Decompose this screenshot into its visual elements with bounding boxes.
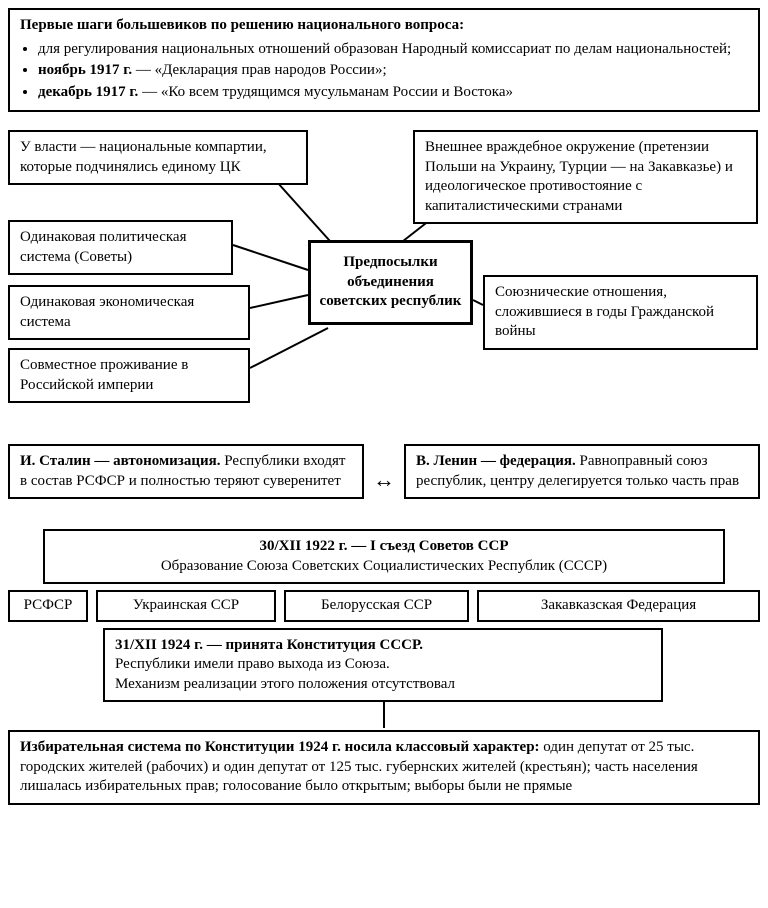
spider-box-external: Внешнее враждебное окружение (претензии … — [413, 130, 758, 224]
congress-title: 30/XII 1922 г. — І съезд Советов ССР — [55, 537, 713, 557]
header-box: Первые шаги большевиков по решению нацио… — [8, 8, 760, 112]
constitution-section: 31/XII 1924 г. — принята Конституция ССС… — [8, 628, 760, 703]
lenin-title: В. Ленин — федерация. — [416, 453, 576, 469]
spider-box-authorities: У власти — национальные компартии, котор… — [8, 130, 308, 185]
congress-box: 30/XII 1922 г. — І съезд Советов ССР Обр… — [43, 529, 725, 584]
header-title: Первые шаги большевиков по решению нацио… — [20, 16, 748, 36]
stalin-title: И. Сталин — автономизация. — [20, 453, 220, 469]
congress-body: Образование Союза Советских Социалистиче… — [55, 557, 713, 577]
spider-box-political: Одинаковая политическая система (Советы) — [8, 220, 233, 275]
lenin-box: В. Ленин — федерация. Равноправный союз … — [404, 444, 760, 499]
approaches-row: И. Сталин — автономизация. Республики вх… — [8, 444, 760, 499]
republic-zakavkaz: Закавказская Федерация — [477, 590, 760, 622]
header-item-1: для регулирования национальных отношений… — [38, 40, 748, 60]
congress-section: 30/XII 1922 г. — І съезд Советов ССР Обр… — [8, 529, 760, 622]
republics-row: РСФСР Украинская ССР Белорусская ССР Зак… — [8, 590, 760, 622]
spider-box-coexistence: Совместное проживание в Российской импер… — [8, 348, 250, 403]
republic-rsfsr: РСФСР — [8, 590, 88, 622]
header-list: для регулирования национальных отношений… — [20, 40, 748, 103]
spider-diagram: У власти — национальные компартии, котор… — [8, 130, 760, 430]
double-arrow-icon: ↔ — [373, 466, 395, 495]
republic-ukraine: Украинская ССР — [96, 590, 276, 622]
constitution-body1: Республики имели право выхода из Союза. — [115, 655, 651, 675]
electoral-connector — [8, 700, 760, 730]
spider-center: Предпосылки объединения советских респуб… — [308, 240, 473, 325]
constitution-title: 31/XII 1924 г. — принята Конституция ССС… — [115, 636, 651, 656]
electoral-box: Избирательная система по Конституции 192… — [8, 730, 760, 805]
republic-belorussia: Белорусская ССР — [284, 590, 469, 622]
electoral-title: Избирательная система по Конституции 192… — [20, 739, 540, 755]
constitution-box: 31/XII 1924 г. — принята Конституция ССС… — [103, 628, 663, 703]
spider-box-allies: Союзнические отношения, сложившиеся в го… — [483, 275, 758, 350]
header-item-2: ноябрь 1917 г. — «Декларация прав народо… — [38, 61, 748, 81]
spider-box-economic: Одинаковая экономическая система — [8, 285, 250, 340]
constitution-body2: Механизм реализации этого положения отсу… — [115, 675, 651, 695]
header-item-3: декабрь 1917 г. — «Ко всем трудящимся му… — [38, 83, 748, 103]
stalin-box: И. Сталин — автономизация. Республики вх… — [8, 444, 364, 499]
